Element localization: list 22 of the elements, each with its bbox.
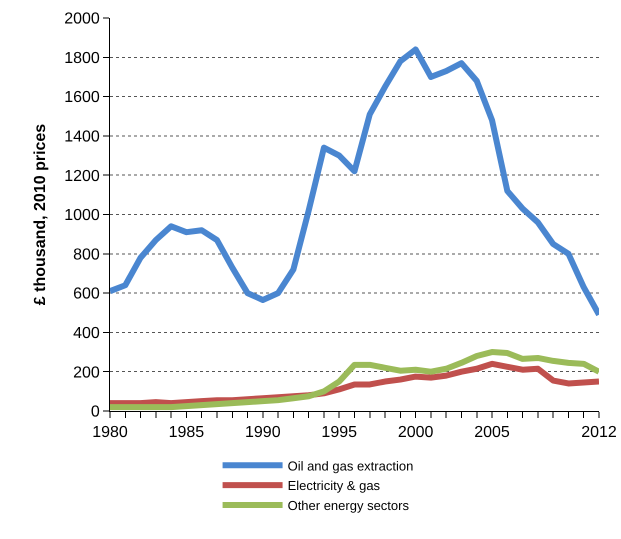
y-tick-label: 600 (73, 286, 100, 303)
legend-label: Oil and gas extraction (288, 458, 414, 474)
y-tick-label: 0 (90, 404, 100, 421)
x-tick-label: 2000 (398, 424, 434, 442)
y-tick-label: 1200 (64, 168, 100, 185)
y-tick-label: 1600 (64, 89, 100, 106)
y-tick-label: 1000 (64, 207, 100, 224)
y-tick-label: 1800 (64, 50, 100, 67)
x-tick-label: 1995 (321, 424, 358, 442)
y-tick-label: 400 (73, 325, 100, 342)
y-tick-label: 800 (73, 246, 100, 264)
legend-label: Electricity & gas (288, 478, 381, 494)
y-tick-label: 200 (73, 364, 100, 382)
y-tick-label: 2000 (64, 10, 100, 28)
y-tick-label: 1400 (64, 128, 100, 146)
x-tick-label: 1980 (92, 424, 128, 442)
x-tick-label: 2005 (474, 424, 510, 442)
x-tick-label: 1985 (168, 424, 204, 442)
y-axis-title: £ thousand, 2010 prices (32, 124, 50, 306)
x-tick-label: 1990 (245, 424, 281, 442)
x-tick-label: 2012 (581, 424, 617, 442)
legend-label: Other energy sectors (288, 498, 410, 514)
